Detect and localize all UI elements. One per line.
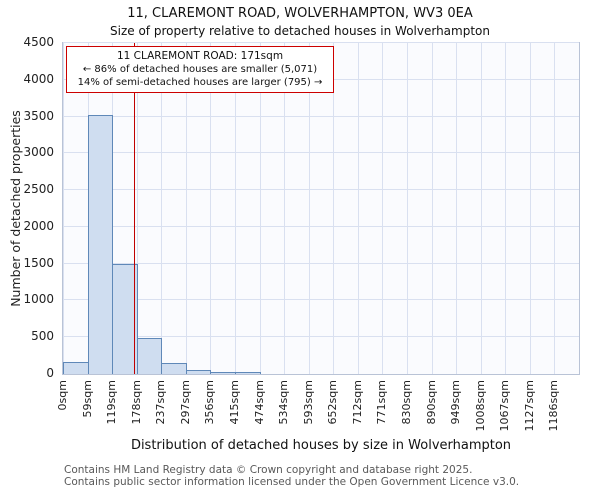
histogram-bar	[87, 115, 114, 374]
x-tick-label: 534sqm	[277, 380, 291, 425]
histogram-bar	[235, 372, 261, 374]
x-tick-label: 1067sqm	[498, 380, 512, 432]
gridline-h	[63, 336, 579, 338]
gridline-h	[63, 42, 579, 43]
x-tick-label: 178sqm	[129, 380, 143, 425]
histogram-bar	[185, 370, 212, 374]
gridline-v	[333, 43, 335, 374]
annotation-property-line: 11 CLAREMONT ROAD: 171sqm	[116, 50, 284, 62]
histogram-bar	[63, 361, 89, 374]
annotation-smaller-line: ← 86% of detached houses are smaller (5,…	[82, 64, 318, 76]
gridline-h	[63, 115, 579, 117]
gridline-h	[63, 299, 579, 301]
x-tick-label: 356sqm	[203, 380, 217, 425]
x-tick-label: 119sqm	[105, 380, 119, 425]
y-axis-ticks: 0 500 1000 1500 2000 2500 3000 3500 4000 4500	[0, 35, 54, 380]
gridline-v	[136, 43, 138, 374]
annotation-larger-line: 14% of semi-detached houses are larger (…	[77, 77, 323, 89]
gridline-v	[382, 43, 384, 374]
chart-subtitle: Size of property relative to detached ho…	[110, 24, 490, 38]
gridline-v	[456, 43, 458, 374]
x-axis-ticks: 0sqm 59sqm 119sqm 178sqm 237sqm 297sqm 356sqm 4…	[56, 380, 582, 442]
histogram-bar	[136, 337, 163, 374]
footer-line-1: Contains HM Land Registry data © Crown c…	[64, 464, 473, 476]
y-tick-label: 3500	[23, 108, 54, 123]
x-axis-title: Distribution of detached houses by size …	[130, 438, 512, 453]
gridline-v	[210, 43, 212, 374]
x-tick-label: 890sqm	[424, 380, 438, 425]
x-tick-label: 1008sqm	[473, 380, 487, 432]
x-tick-label: 652sqm	[326, 380, 340, 425]
x-tick-label: 415sqm	[228, 380, 241, 425]
gridline-v	[63, 43, 64, 374]
x-tick-label: 830sqm	[400, 380, 413, 425]
annotation-box: 11 CLAREMONT ROAD: 171sqm ← 86% of detac…	[66, 46, 334, 94]
gridline-v	[505, 43, 507, 374]
x-tick-label: 712sqm	[350, 380, 364, 425]
histogram-bar	[161, 363, 187, 374]
gridline-v	[284, 43, 286, 374]
gridline-v	[480, 43, 482, 374]
footer-line-2: Contains public sector information licen…	[64, 476, 520, 488]
x-tick-label: 593sqm	[301, 380, 315, 425]
gridline-v	[235, 43, 236, 374]
gridline-v	[407, 43, 408, 374]
gridline-v	[431, 43, 433, 374]
x-tick-label: 297sqm	[178, 380, 192, 425]
x-tick-label: 771sqm	[375, 380, 389, 425]
x-tick-label: 1127sqm	[522, 380, 536, 432]
plot-area: 11 CLAREMONT ROAD: 171sqm ← 86% of detac…	[62, 42, 580, 375]
gridline-v	[357, 43, 359, 374]
y-tick-label: 2500	[23, 182, 54, 197]
y-tick-label: 1500	[23, 255, 54, 270]
x-tick-label: 237sqm	[154, 380, 168, 425]
gridline-v	[529, 43, 531, 374]
gridline-v	[308, 43, 310, 374]
histogram-bar	[112, 263, 138, 374]
gridline-v	[259, 43, 261, 374]
histogram-bar	[210, 372, 236, 374]
x-tick-label: 1186sqm	[547, 380, 561, 432]
chart-title: 11, CLAREMONT ROAD, WOLVERHAMPTON, WV3 0…	[127, 6, 473, 21]
y-tick-label: 2000	[23, 218, 54, 233]
gridline-v	[161, 43, 163, 374]
property-marker-line	[133, 43, 136, 374]
gridline-v	[185, 43, 187, 374]
x-tick-label: 474sqm	[252, 380, 266, 425]
gridline-h	[63, 225, 579, 227]
x-tick-label: 0sqm	[56, 380, 69, 411]
y-tick-label: 0	[46, 366, 54, 380]
y-tick-label: 500	[31, 329, 54, 344]
gridline-h	[63, 152, 579, 154]
y-tick-label: 3000	[23, 145, 54, 160]
gridline-h	[63, 189, 579, 191]
y-tick-label: 4500	[23, 35, 54, 49]
y-tick-label: 4000	[23, 71, 54, 86]
gridline-h	[63, 262, 579, 264]
y-tick-label: 1000	[23, 292, 54, 307]
gridline-v	[554, 43, 556, 374]
x-tick-label: 59sqm	[80, 380, 94, 418]
x-tick-label: 949sqm	[449, 380, 463, 425]
